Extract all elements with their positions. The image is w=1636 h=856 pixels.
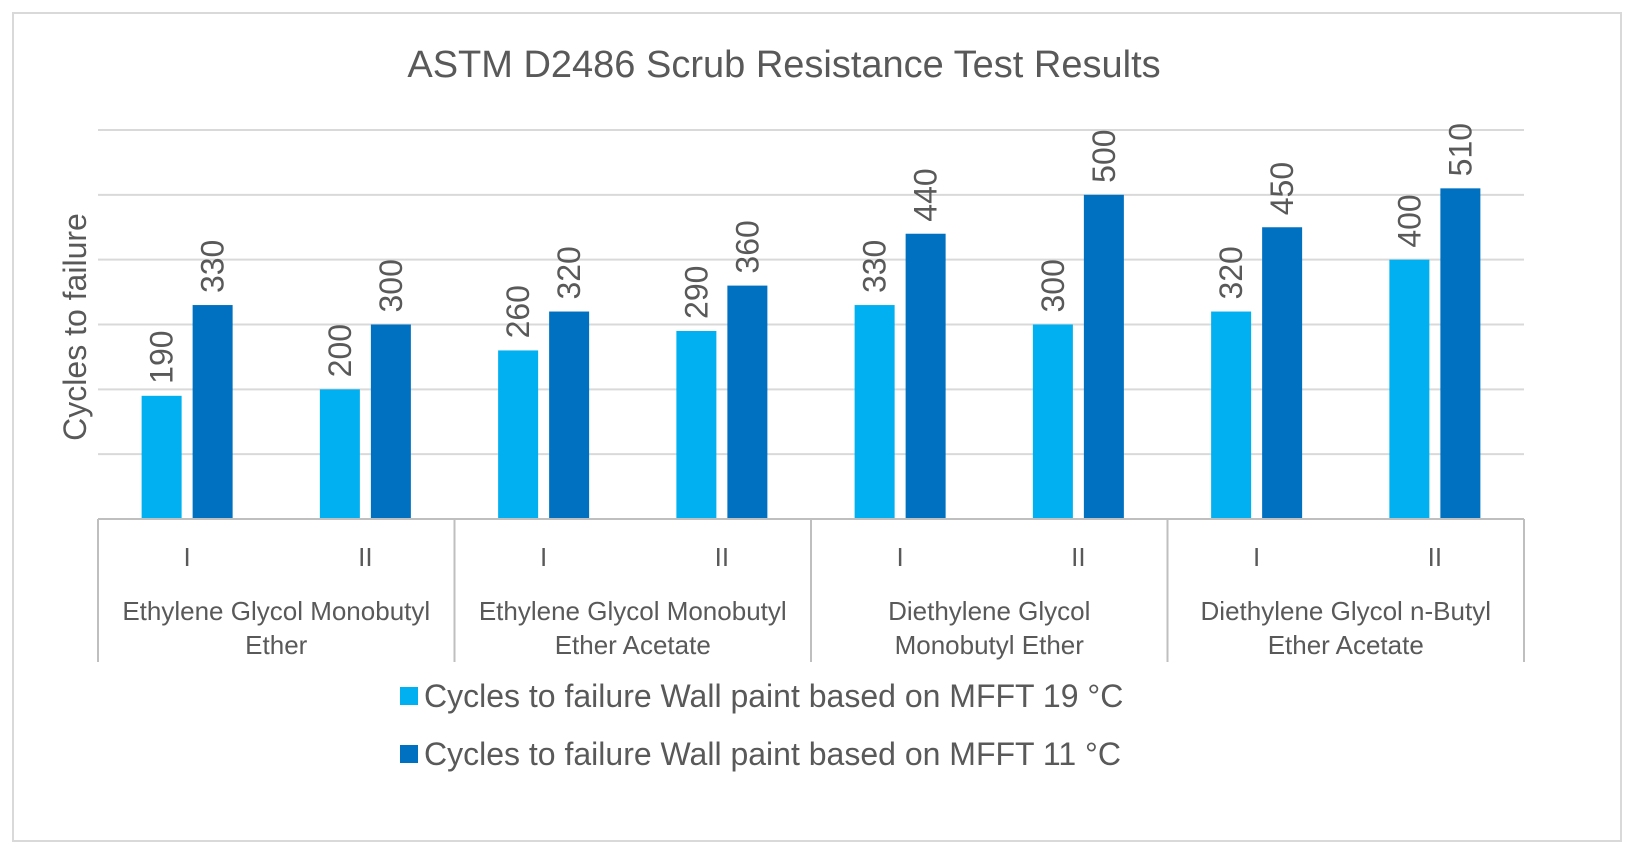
data-label-s1-4: 290: [678, 266, 714, 319]
data-label-s2-8: 510: [1442, 123, 1478, 176]
chart-svg: ASTM D2486 Scrub Resistance Test Results…: [57, 44, 1525, 772]
bar-s1-7: [1211, 311, 1252, 519]
data-label-s2-4: 360: [729, 220, 765, 273]
bar-s2-6: [1083, 194, 1124, 520]
data-label-s2-1: 330: [195, 240, 231, 293]
data-label-s1-7: 320: [1213, 246, 1249, 299]
data-label-s1-1: 190: [144, 330, 180, 383]
x-group-label-3-line-2: Monobutyl Ether: [895, 630, 1085, 660]
bar-s1-1: [141, 395, 182, 519]
legend-swatch-2: [400, 745, 418, 763]
data-label-s1-6: 300: [1035, 259, 1071, 312]
data-label-s2-7: 450: [1264, 162, 1300, 215]
bar-s2-7: [1262, 227, 1303, 519]
x-group-label-2-line-1: Ethylene Glycol Monobutyl: [479, 596, 787, 626]
data-label-s2-3: 320: [551, 246, 587, 299]
x-subcategory-label-3: I: [540, 542, 547, 572]
data-label-s2-5: 440: [908, 168, 944, 221]
bar-s1-5: [854, 305, 895, 519]
legend-label-1: Cycles to failure Wall paint based on MF…: [424, 678, 1123, 714]
bar-s1-3: [498, 350, 539, 519]
x-subcategory-label-4: II: [715, 542, 729, 572]
bar-s2-1: [192, 305, 233, 519]
labels-layer: 190 330 200 300 260 320 290 360 330 440 300 500 320 4…: [144, 123, 1479, 384]
data-label-s1-2: 200: [322, 324, 358, 377]
x-subcategory-label-7: I: [1253, 542, 1260, 572]
bars-layer: [141, 188, 1481, 520]
bar-s2-8: [1440, 188, 1481, 519]
bar-s2-4: [727, 285, 768, 519]
bar-s2-3: [549, 311, 590, 519]
x-subcategory-label-8: II: [1428, 542, 1442, 572]
x-group-label-1-line-2: Ether: [245, 630, 307, 660]
legend-swatch-1: [400, 687, 418, 705]
x-subcategory-label-2: II: [358, 542, 372, 572]
legend-layer: Cycles to failure Wall paint based on MF…: [400, 678, 1123, 772]
x-group-label-2-line-2: Ether Acetate: [555, 630, 711, 660]
bar-s2-2: [370, 324, 411, 519]
bar-s1-2: [319, 389, 360, 519]
data-label-s2-6: 500: [1086, 129, 1122, 182]
bar-s1-8: [1389, 259, 1430, 519]
x-group-label-3-line-1: Diethylene Glycol: [888, 596, 1090, 626]
x-group-label-4-line-2: Ether Acetate: [1268, 630, 1424, 660]
x-subcategory-label-6: II: [1071, 542, 1085, 572]
chart-frame: ASTM D2486 Scrub Resistance Test Results…: [12, 12, 1622, 842]
chart-title: ASTM D2486 Scrub Resistance Test Results: [407, 44, 1160, 86]
data-label-s2-2: 300: [373, 259, 409, 312]
y-axis-label: Cycles to failure: [57, 213, 93, 441]
x-subcategory-label-1: I: [184, 542, 191, 572]
data-label-s1-3: 260: [500, 285, 536, 338]
legend-label-2: Cycles to failure Wall paint based on MF…: [424, 736, 1121, 772]
bar-s1-4: [676, 330, 717, 519]
bar-s1-6: [1032, 324, 1073, 519]
data-label-s1-5: 330: [857, 240, 893, 293]
grid-layer: [98, 129, 1524, 456]
x-group-label-4-line-1: Diethylene Glycol n-Butyl: [1201, 596, 1491, 626]
data-label-s1-8: 400: [1391, 194, 1427, 247]
bar-s2-5: [905, 233, 946, 519]
x-subcategory-label-5: I: [897, 542, 904, 572]
x-group-label-1-line-1: Ethylene Glycol Monobutyl: [122, 596, 430, 626]
